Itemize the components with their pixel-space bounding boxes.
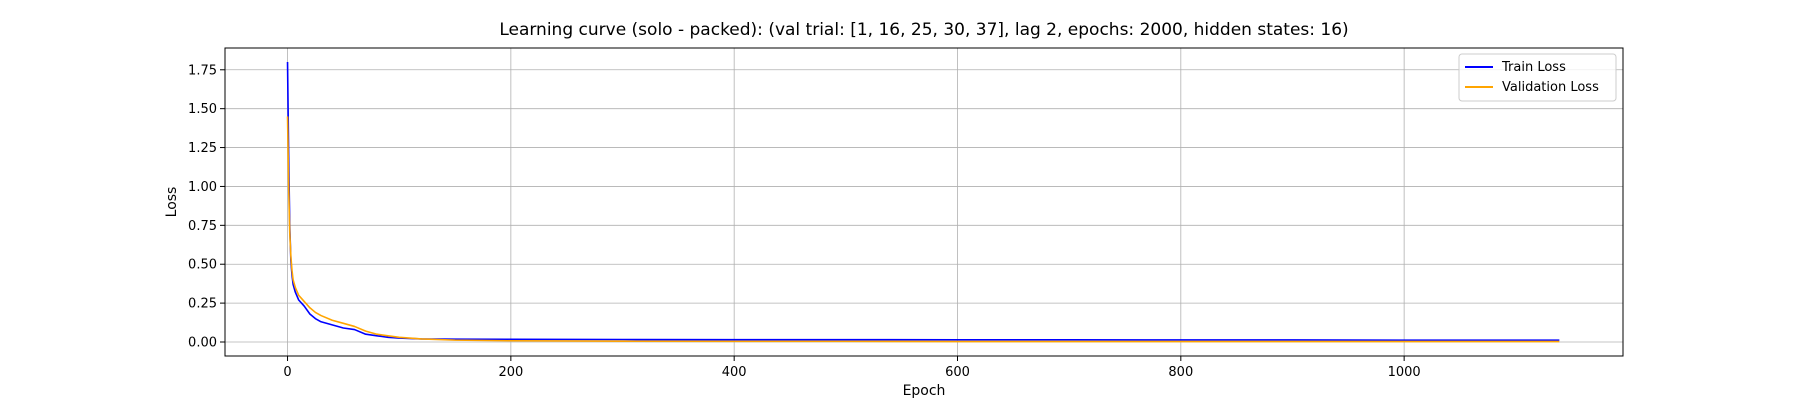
chart-title: Learning curve (solo - packed): (val tri… xyxy=(499,20,1348,40)
series-layer xyxy=(286,61,1560,343)
legend-label-train-loss: Train Loss xyxy=(1501,60,1566,75)
legend-box xyxy=(1458,53,1617,102)
plot-frame xyxy=(224,47,1624,357)
series-line-train-loss xyxy=(286,61,1560,341)
y-tick-label: 1.50 xyxy=(188,102,217,117)
y-axis: 0.00 0.25 0.50 0.75 1.00 1.25 1.50 1.75 xyxy=(188,63,225,351)
x-tick-label: 1000 xyxy=(1388,365,1421,380)
y-tick-label: 1.75 xyxy=(188,63,217,78)
x-tick-label: 200 xyxy=(498,365,523,380)
legend: Train Loss Validation Loss xyxy=(1458,53,1617,102)
y-tick-label: 0.75 xyxy=(188,219,217,234)
x-tick-label: 800 xyxy=(1168,365,1193,380)
legend-label-validation-loss: Validation Loss xyxy=(1502,80,1599,95)
y-tick-label: 0.25 xyxy=(188,297,217,312)
x-tick-label: 0 xyxy=(283,365,291,380)
y-tick-label: 1.25 xyxy=(188,141,217,156)
y-axis-label: Loss xyxy=(164,187,180,218)
x-tick-label: 600 xyxy=(945,365,970,380)
y-tick-label: 0.00 xyxy=(188,336,217,351)
y-tick-label: 0.50 xyxy=(188,258,217,273)
series-line-validation-loss xyxy=(286,116,1560,343)
y-tick-label: 1.00 xyxy=(188,180,217,195)
x-tick-label: 400 xyxy=(722,365,747,380)
x-axis-label: Epoch xyxy=(903,383,946,399)
x-axis: 0 200 400 600 800 1000 xyxy=(283,356,1421,380)
